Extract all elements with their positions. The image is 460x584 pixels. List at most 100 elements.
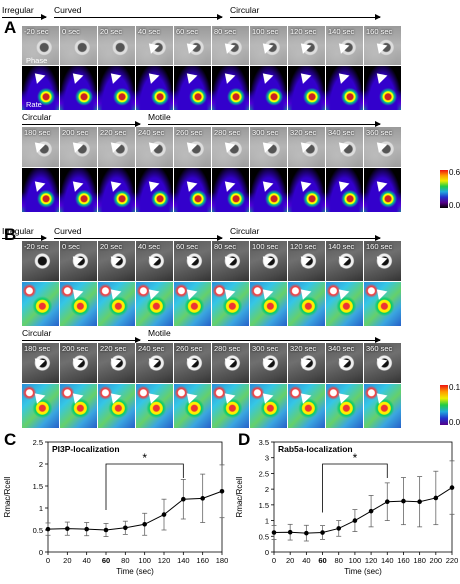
- frame-time-label: 200 sec: [62, 344, 89, 353]
- x-tick-label: 220: [446, 556, 459, 565]
- image-frame: [60, 282, 97, 326]
- data-point: [336, 526, 342, 531]
- phase-label-circular: Circular: [22, 112, 52, 122]
- colorbar-b-max: 0.1: [449, 383, 460, 392]
- data-point: [368, 508, 374, 514]
- image-frame: [22, 168, 59, 212]
- frame-time-label: 300 sec: [252, 344, 279, 353]
- arrowhead-icon: [106, 285, 122, 300]
- x-tick-label: 80: [335, 556, 343, 565]
- arrowhead-icon: [144, 177, 160, 192]
- arrowhead-icon: [144, 138, 160, 153]
- image-frame: [326, 66, 363, 110]
- phase-arrow: [54, 235, 223, 241]
- data-point: [65, 526, 70, 531]
- arrowhead-icon: [220, 252, 236, 267]
- arrowhead-icon: [334, 354, 350, 369]
- panel-b-row2-phase-strip: 180 sec 200 sec 220 sec 240 sec 260 sec 280 s…: [22, 343, 402, 383]
- panel-a-row1-rate-strip: [22, 66, 402, 110]
- image-frame: 240 sec: [136, 343, 173, 383]
- data-point: [84, 526, 89, 532]
- arrowhead-icon: [106, 389, 122, 404]
- phase-arrow: [22, 337, 141, 343]
- frame-time-label: 360 sec: [366, 344, 393, 353]
- arrowhead-icon: [30, 138, 46, 153]
- chart-title: PI3P-localization: [52, 444, 120, 454]
- panel-letter-c: C: [4, 430, 17, 449]
- arrowhead-icon: [296, 285, 312, 300]
- data-line: [273, 487, 453, 534]
- frame-time-label: 320 sec: [290, 344, 317, 353]
- image-frame: [250, 66, 287, 110]
- arrowhead-icon: [220, 69, 236, 84]
- phase-arrow: [230, 14, 381, 20]
- arrowhead-icon: [258, 69, 274, 84]
- panel-letter-d: D: [238, 430, 251, 449]
- phase-label-irregular: Irregular: [2, 226, 34, 236]
- image-frame: [60, 168, 97, 212]
- phase-arrow: [54, 14, 223, 20]
- image-frame: [174, 168, 211, 212]
- image-frame: [136, 168, 173, 212]
- arrowhead-icon: [68, 389, 84, 404]
- image-frame: 300 sec: [250, 127, 287, 167]
- phase-label-curved: Curved: [54, 226, 82, 236]
- arrowhead-icon: [144, 69, 160, 84]
- arrowhead-icon: [296, 252, 312, 267]
- image-frame: [60, 384, 97, 428]
- phase-arrow: [148, 337, 381, 343]
- frame-time-label: -20 sec: [24, 27, 49, 36]
- arrowhead-icon: [220, 138, 236, 153]
- image-frame: 120 sec: [288, 26, 325, 65]
- panel-b-row1-phase-strip: -20 sec 0 sec 20 sec 40 sec 60 sec 80 sec 100 …: [22, 241, 402, 281]
- arrowhead-icon: [258, 285, 274, 300]
- significance-bracket: [105, 463, 184, 510]
- arrowhead-icon: [372, 69, 388, 84]
- plot-frame: [273, 441, 453, 553]
- panel-a-row2-rate-strip: [22, 168, 402, 212]
- arrowhead-icon: [30, 354, 46, 369]
- image-frame: 200 sec: [60, 343, 97, 383]
- image-frame: [250, 282, 287, 326]
- image-frame: 60 sec: [174, 26, 211, 65]
- image-frame: [326, 384, 363, 428]
- phase-label-circular: Circular: [230, 226, 260, 236]
- phase-label-circular: Circular: [22, 328, 52, 338]
- image-frame: -20 sec: [22, 241, 59, 281]
- arrowhead-icon: [334, 69, 350, 84]
- x-tick-label: 60: [102, 556, 110, 565]
- x-tick-label: 140: [177, 556, 190, 565]
- frame-time-label: 220 sec: [100, 128, 127, 137]
- x-tick-label: 100: [138, 556, 151, 565]
- image-frame: [326, 282, 363, 326]
- image-frame: 80 sec: [212, 26, 249, 65]
- phase-label-motile: Motile: [148, 328, 171, 338]
- image-frame: 280 sec: [212, 343, 249, 383]
- arrowhead-icon: [30, 177, 46, 192]
- phase-arrow: [148, 121, 381, 127]
- image-frame: [98, 66, 135, 110]
- x-tick-label: 40: [82, 556, 90, 565]
- image-frame: [136, 384, 173, 428]
- frame-time-label: 180 sec: [24, 128, 51, 137]
- significance-star: *: [353, 451, 358, 465]
- image-frame: [288, 282, 325, 326]
- image-frame: [288, 66, 325, 110]
- arrowhead-icon: [258, 138, 274, 153]
- arrowhead-icon: [182, 354, 198, 369]
- image-frame: 20 sec: [98, 26, 135, 65]
- image-frame: 180 sec: [22, 343, 59, 383]
- data-point: [142, 521, 147, 527]
- image-frame: 360 sec: [364, 343, 401, 383]
- image-frame: 240 sec: [136, 127, 173, 167]
- image-frame: [22, 384, 59, 428]
- arrowhead-icon: [258, 177, 274, 192]
- image-frame: 100 sec: [250, 241, 287, 281]
- arrowhead-icon: [220, 177, 236, 192]
- y-axis-label: Rmac/Rcell: [235, 476, 244, 517]
- frame-time-label: 180 sec: [24, 344, 51, 353]
- arrowhead-icon: [220, 39, 236, 54]
- frame-time-label: 240 sec: [138, 128, 165, 137]
- arrowhead-icon: [182, 285, 198, 300]
